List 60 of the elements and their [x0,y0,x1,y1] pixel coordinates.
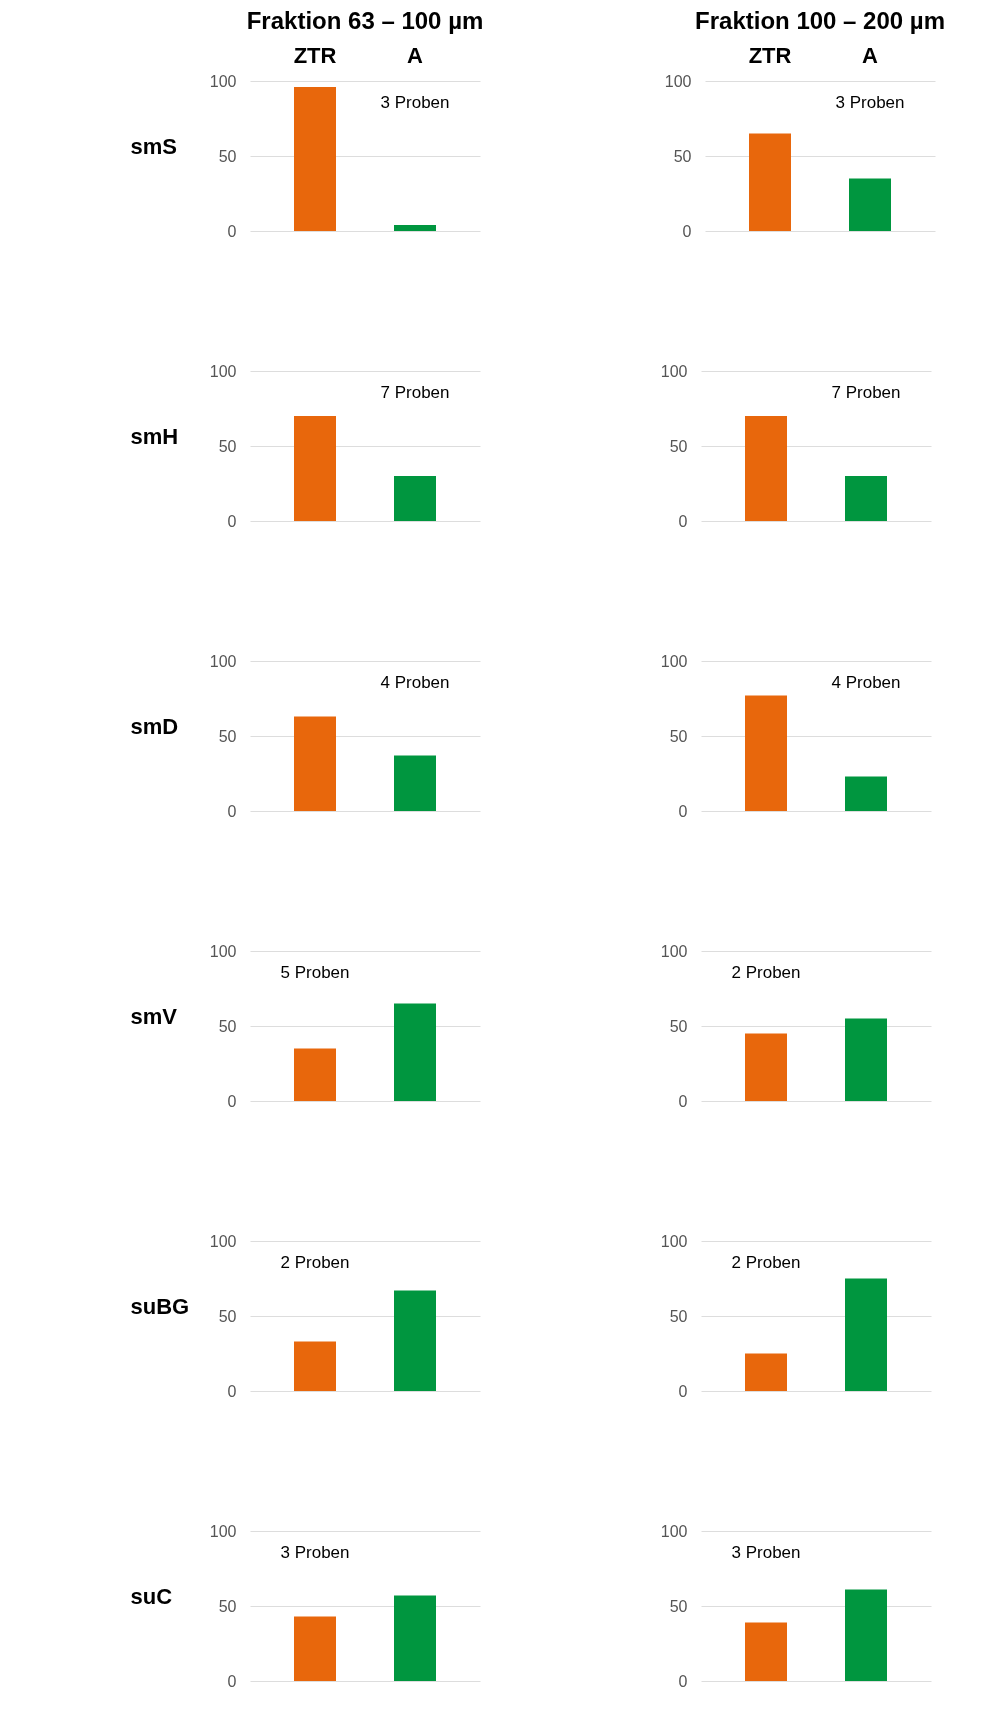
annotation: 4 Proben [380,673,450,692]
y-axis-title: smH [130,423,179,449]
annotation: 3 Proben [380,93,450,112]
chart-title: Fraktion 100 – 200 µm [695,7,945,34]
annotation: 3 Proben [835,93,905,112]
y-tick-label: 100 [660,362,688,380]
y-tick-label: 100 [660,1522,688,1540]
annotation: 5 Proben [280,963,350,982]
y-tick-label: 50 [673,147,692,165]
y-tick-label: 0 [227,222,237,240]
y-tick-label: 50 [218,147,237,165]
y-tick-label: 0 [227,1382,237,1400]
y-tick-label: 50 [669,727,688,745]
y-tick-label: 100 [209,72,237,90]
y-tick-label: 50 [218,1307,237,1325]
y-axis-title: smV [130,1003,178,1029]
y-tick-label: 0 [678,512,688,530]
x-tick-label: ZTR [748,42,792,68]
y-tick-label: 50 [218,1597,237,1615]
y-axis-title: suBG [130,1293,190,1319]
y-axis-title: smD [130,713,179,739]
y-tick-label: 0 [678,1672,688,1690]
x-tick-label: ZTR [293,42,337,68]
y-tick-label: 0 [682,222,692,240]
y-tick-label: 50 [669,437,688,455]
y-tick-label: 0 [227,802,237,820]
y-tick-label: 50 [669,1597,688,1615]
y-tick-label: 100 [209,652,237,670]
y-tick-label: 100 [209,942,237,960]
x-tick-label: A [862,42,879,68]
annotation: 7 Proben [380,383,450,402]
y-axis-title: suC [130,1583,173,1609]
annotation: 4 Proben [831,673,901,692]
y-tick-label: 50 [218,1017,237,1035]
y-tick-label: 100 [209,1522,237,1540]
y-tick-label: 100 [660,652,688,670]
y-tick-label: 0 [678,802,688,820]
y-tick-label: 50 [669,1017,688,1035]
chart-title: Fraktion 63 – 100 µm [246,7,484,34]
annotation: 3 Proben [280,1543,350,1562]
y-tick-label: 100 [209,362,237,380]
y-tick-label: 100 [660,1232,688,1250]
y-tick-label: 0 [227,1672,237,1690]
y-tick-label: 0 [227,512,237,530]
y-tick-label: 50 [669,1307,688,1325]
y-tick-label: 100 [209,1232,237,1250]
x-tick-label: A [407,42,424,68]
annotation: 2 Proben [731,963,801,982]
y-tick-label: 0 [678,1382,688,1400]
annotation: 7 Proben [831,383,901,402]
y-tick-label: 0 [678,1092,688,1110]
y-tick-label: 100 [664,72,692,90]
y-tick-label: 50 [218,437,237,455]
y-tick-label: 100 [660,942,688,960]
annotation: 3 Proben [731,1543,801,1562]
annotation: 2 Proben [280,1253,350,1272]
y-axis-title: smS [130,133,177,159]
annotation: 2 Proben [731,1253,801,1272]
y-tick-label: 0 [227,1092,237,1110]
y-tick-label: 50 [218,727,237,745]
